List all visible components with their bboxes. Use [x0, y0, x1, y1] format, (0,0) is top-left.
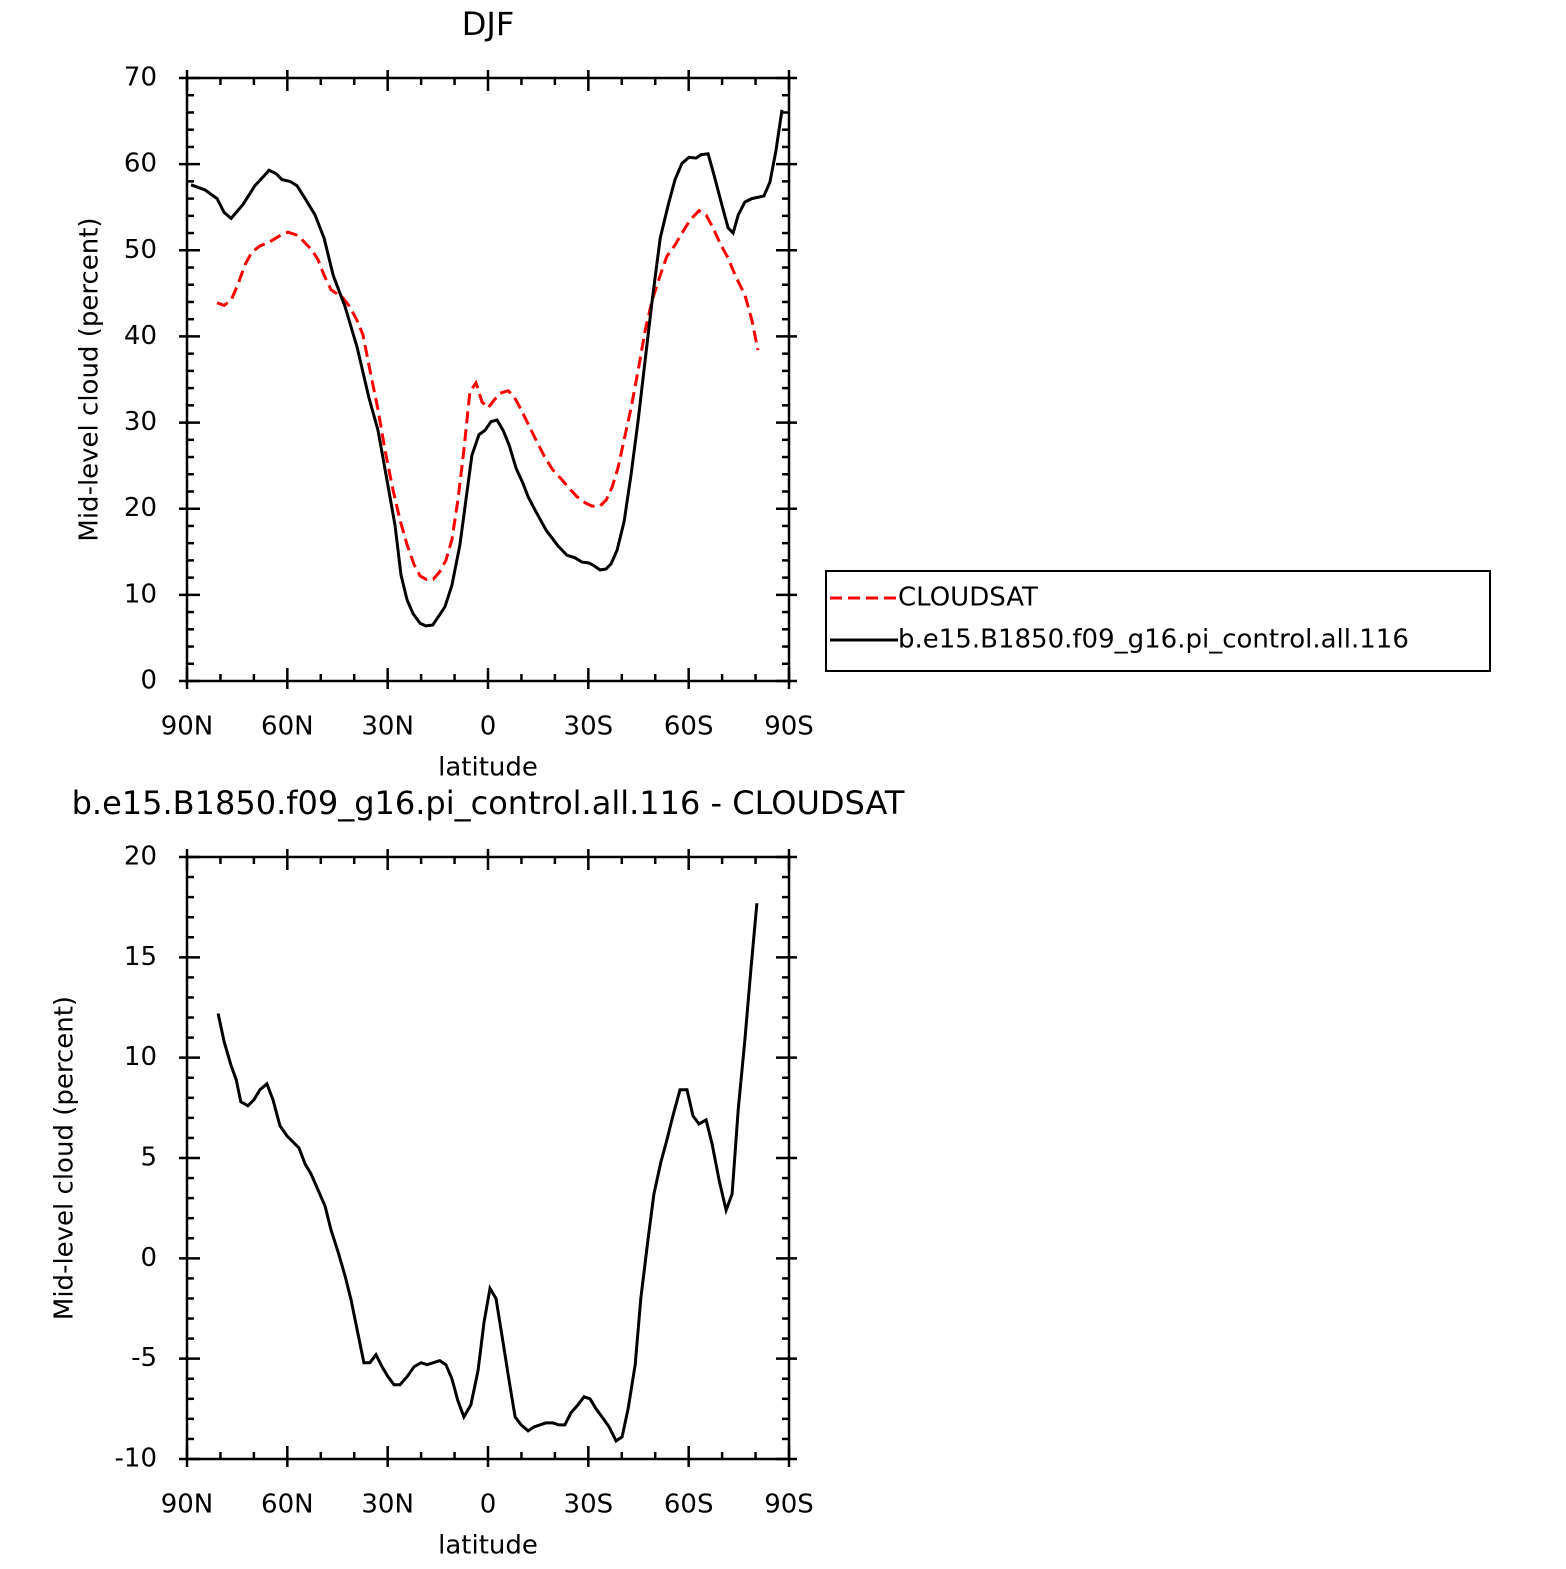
legend-label: CLOUDSAT	[898, 583, 1038, 613]
x-axis-label: latitude	[438, 753, 538, 783]
series-line	[190, 109, 784, 628]
y-tick-label: 10	[124, 579, 157, 609]
chart-title: DJF	[462, 5, 514, 43]
y-tick-label: 40	[124, 321, 157, 351]
x-tick-label: 30S	[564, 712, 614, 742]
x-tick-label: 90S	[764, 712, 814, 742]
y-tick-label: 30	[124, 407, 157, 437]
legend-box	[825, 570, 1491, 672]
y-tick-label: 0	[140, 1243, 157, 1273]
x-tick-label: 60N	[261, 712, 314, 742]
x-tick-label: 30N	[361, 1490, 414, 1520]
x-tick-label: 90S	[764, 1490, 814, 1520]
x-tick-label: 0	[480, 712, 497, 742]
y-tick-label: -5	[131, 1343, 157, 1373]
y-tick-label: 50	[124, 235, 157, 265]
y-tick-label: 10	[124, 1042, 157, 1072]
x-tick-label: 0	[480, 1490, 497, 1520]
x-tick-label: 60S	[664, 712, 714, 742]
x-tick-label: 60N	[261, 1490, 314, 1520]
x-tick-label: 90N	[161, 712, 214, 742]
y-tick-label: 70	[124, 63, 157, 93]
chart-title: b.e15.B1850.f09_g16.pi_control.all.116 -…	[72, 784, 905, 822]
plot-frame	[185, 76, 791, 683]
plot-frame	[185, 855, 791, 1461]
y-tick-label: 20	[124, 493, 157, 523]
y-tick-label: 15	[124, 942, 157, 972]
legend-label: b.e15.B1850.f09_g16.pi_control.all.116	[898, 625, 1409, 655]
y-tick-label: 60	[124, 149, 157, 179]
y-tick-label: 0	[140, 666, 157, 696]
y-tick-label: 5	[140, 1143, 157, 1173]
x-tick-label: 30S	[564, 1490, 614, 1520]
series-line	[216, 903, 759, 1444]
x-tick-label: 30N	[361, 712, 414, 742]
x-tick-label: 60S	[664, 1490, 714, 1520]
y-axis-label: Mid-level cloud (percent)	[50, 996, 80, 1320]
x-tick-label: 90N	[161, 1490, 214, 1520]
x-axis-label: latitude	[438, 1531, 538, 1561]
series-line	[216, 208, 760, 581]
y-tick-label: 20	[124, 842, 157, 872]
y-tick-label: -10	[115, 1444, 157, 1474]
y-axis-label: Mid-level cloud (percent)	[75, 217, 105, 541]
